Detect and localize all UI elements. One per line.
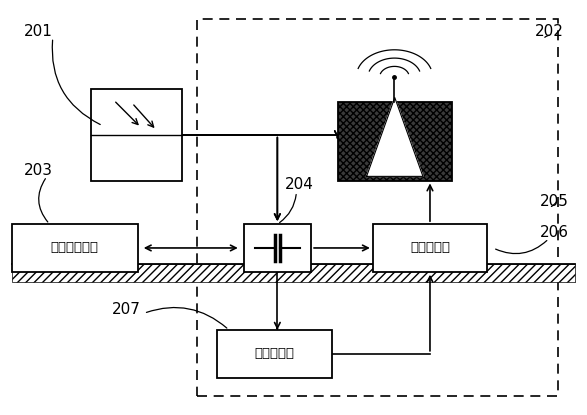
Bar bbox=[217, 330, 332, 378]
Text: 201: 201 bbox=[23, 24, 53, 39]
Bar bbox=[244, 224, 311, 272]
Bar bbox=[12, 264, 575, 282]
Text: 203: 203 bbox=[23, 163, 53, 178]
Polygon shape bbox=[366, 98, 423, 176]
Text: 202: 202 bbox=[534, 24, 564, 39]
Bar bbox=[373, 224, 487, 272]
Bar bbox=[12, 224, 138, 272]
Bar bbox=[338, 102, 452, 181]
Text: 206: 206 bbox=[540, 225, 569, 240]
Bar bbox=[91, 89, 182, 181]
Text: 204: 204 bbox=[285, 177, 314, 192]
Text: 207: 207 bbox=[112, 302, 141, 317]
Text: 205: 205 bbox=[540, 194, 569, 209]
Text: 防爆保护模块: 防爆保护模块 bbox=[51, 242, 99, 254]
Text: 数据采集板: 数据采集板 bbox=[410, 242, 450, 254]
Bar bbox=[197, 19, 558, 396]
Text: 渗漏传感器: 渗漏传感器 bbox=[254, 347, 295, 360]
